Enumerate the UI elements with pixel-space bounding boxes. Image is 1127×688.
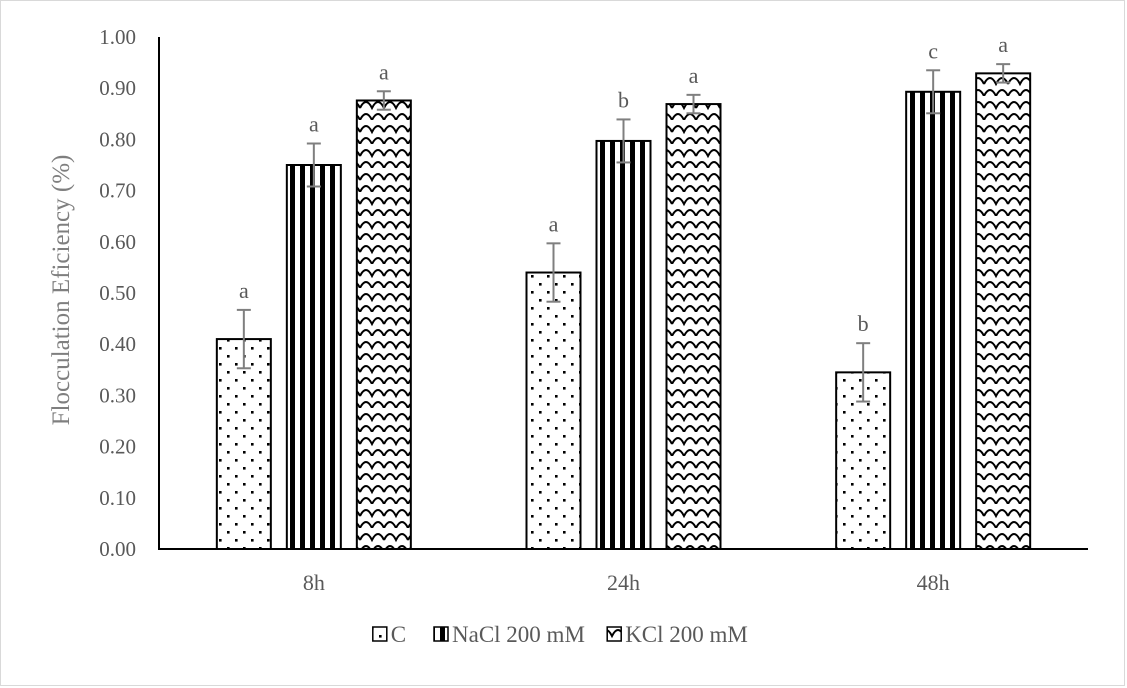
- y-tick-label: 0.60: [99, 230, 136, 254]
- y-axis-label: Flocculation Eficiency (%): [48, 155, 75, 426]
- bar: [215, 338, 272, 550]
- bar: [525, 271, 582, 550]
- legend-swatch: [372, 626, 388, 642]
- significance-label: c: [928, 38, 938, 63]
- y-tick-label: 0.50: [99, 281, 136, 305]
- legend-label: C: [391, 622, 406, 647]
- significance-label: a: [689, 63, 699, 88]
- significance-label: a: [309, 111, 319, 136]
- legend-swatch: [433, 626, 449, 642]
- significance-label: a: [379, 59, 389, 84]
- significance-label: a: [239, 278, 249, 303]
- bar: [355, 99, 412, 550]
- x-tick-label: 48h: [917, 570, 950, 595]
- y-tick-label: 0.40: [99, 332, 136, 356]
- y-tick-label: 0.80: [99, 127, 136, 151]
- legend-label: KCl 200 mM: [625, 622, 748, 647]
- x-tick-label: 8h: [303, 570, 325, 595]
- significance-label: b: [618, 87, 629, 112]
- y-tick-label: 0.10: [99, 486, 136, 510]
- legend-label: NaCl 200 mM: [452, 622, 585, 647]
- significance-label: a: [549, 211, 559, 236]
- y-tick-label: 0.70: [99, 179, 136, 203]
- significance-labels: a a a a b a b c a: [239, 32, 1008, 336]
- bar: [905, 90, 962, 550]
- y-tick-labels: 0.00 0.10 0.20 0.30 0.40 0.50 0.60 0.70 0.80 0.90…: [99, 25, 136, 561]
- error-bars: [236, 63, 1011, 403]
- y-tick-label: 0.20: [99, 435, 136, 459]
- legend: C NaCl 200 mM KCl 200 mM: [372, 622, 748, 647]
- significance-label: b: [858, 311, 869, 336]
- y-tick-label: 0.90: [99, 76, 136, 100]
- legend-swatch: [606, 626, 622, 642]
- bar: [975, 72, 1032, 551]
- y-tick-label: 0.00: [99, 537, 136, 561]
- bar: [665, 103, 722, 551]
- x-tick-labels: 8h 24h 48h: [303, 570, 950, 595]
- y-tick-label: 1.00: [99, 25, 136, 49]
- bar: [595, 139, 652, 550]
- bar: [285, 164, 342, 550]
- significance-label: a: [998, 32, 1008, 57]
- y-tick-label: 0.30: [99, 383, 136, 407]
- x-tick-label: 24h: [607, 570, 640, 595]
